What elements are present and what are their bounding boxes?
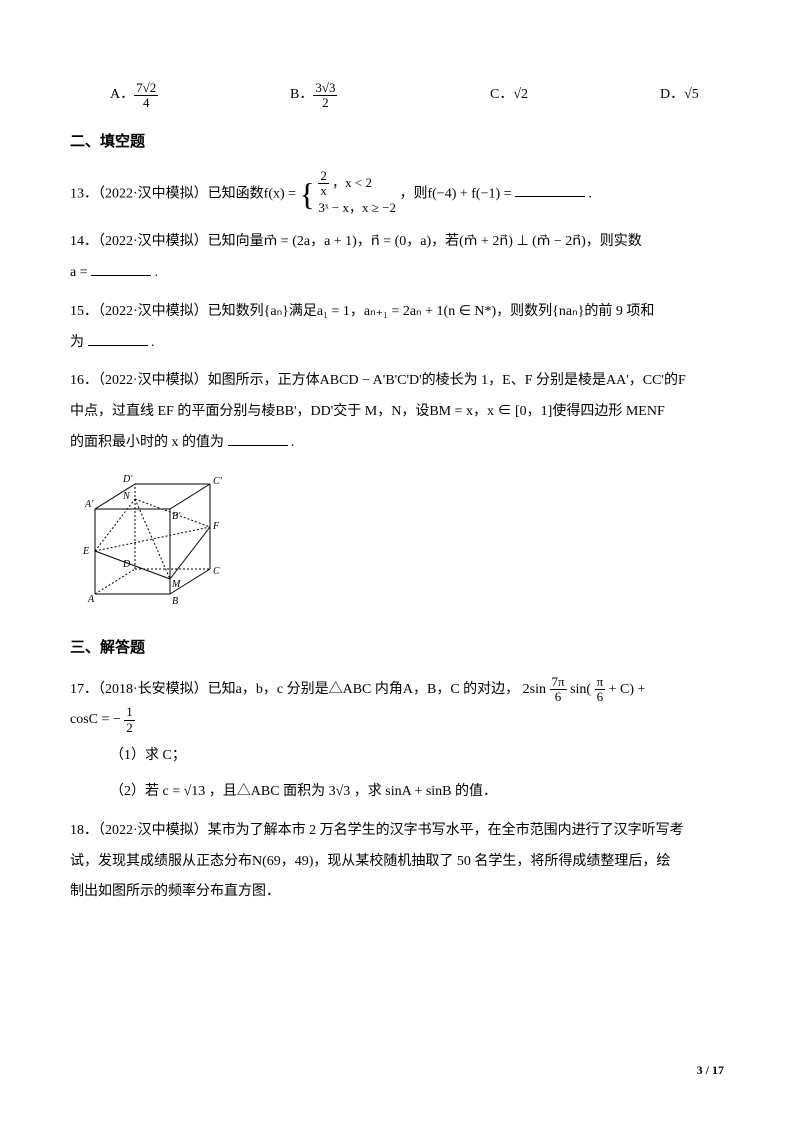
option-c-val: √2 [513,80,528,111]
svg-text:E: E [82,546,89,557]
svg-text:C': C' [213,476,223,487]
section-2-header: 二、填空题 [70,126,724,159]
svg-text:C: C [213,566,220,577]
q13-piecewise: 2 x ，x < 2 3ˣ − x，x ≥ −2 [318,169,396,219]
question-18: 18．（2022·汉中模拟）某市为了解本市 2 万名学生的汉字书写水平，在全市范… [70,816,724,908]
q16-line2: 中点，过直线 EF 的平面分别与棱BB'，DD'交于 M，N，设BM = x，x… [70,397,724,428]
option-a: A． 7√2 4 [110,80,290,111]
option-b-frac: 3√3 2 [313,81,337,111]
answer-options: A． 7√2 4 B． 3√3 2 C． √2 D． √5 [70,80,724,111]
q15-line1: 15．（2022·汉中模拟）已知数列{aₙ}满足a₁ = 1，aₙ₊₁ = 2a… [70,297,724,328]
q18-line3: 制出如图所示的频率分布直方图． [70,877,724,908]
question-13: 13．（2022·汉中模拟）已知函数f(x) = { 2 x ，x < 2 3ˣ… [70,169,724,219]
question-17: 17．（2018·长安模拟）已知a，b，c 分别是△ABC 内角A，B，C 的对… [70,675,724,808]
svg-text:B: B [172,596,178,607]
q13-blank [515,179,585,197]
q17-line1: 17．（2018·长安模拟）已知a，b，c 分别是△ABC 内角A，B，C 的对… [70,675,724,706]
q13-prefix: 13．（2022·汉中模拟）已知函数f(x) = [70,186,300,201]
brace-icon: { [300,176,315,212]
option-c-label: C． [490,80,513,111]
q15-blank [88,328,148,346]
question-14: 14．（2022·汉中模拟）已知向量m⃗ = (2a，a + 1)，n⃗ = (… [70,227,724,289]
svg-text:D: D [122,559,131,570]
q15-line2: 为 . [70,328,724,359]
q17-line2: cosC = − 1 2 [70,705,724,736]
q13-suffix: ，则f(−4) + f(−1) = [399,186,511,201]
option-d-label: D． [660,80,684,111]
q17-sub1: （1）求 C； [70,741,724,772]
q17-sub2: （2）若 c = √13 ，且△ABC 面积为 3√3 ，求 sinA + si… [70,777,724,808]
cube-figure: A B C D A' B' C' D' E F M N [80,469,724,622]
option-a-frac: 7√2 4 [134,81,158,111]
q18-line2: 试，发现其成绩服从正态分布N(69，49)，现从某校随机抽取了 50 名学生，将… [70,847,724,878]
q16-line3: 的面积最小时的 x 的值为 . [70,428,724,459]
page-footer: 3 / 17 [697,1057,724,1083]
option-d: D． √5 [660,80,699,111]
option-b-label: B． [290,80,313,111]
svg-text:A': A' [84,499,94,510]
svg-text:M: M [171,579,181,590]
question-16: 16．（2022·汉中模拟）如图所示，正方体ABCD − A'B'C'D'的棱长… [70,366,724,458]
cube-svg: A B C D A' B' C' D' E F M N [80,469,230,609]
svg-text:D': D' [122,474,133,485]
svg-text:A: A [87,594,95,605]
q14-line2: a = . [70,258,724,289]
q16-line1: 16．（2022·汉中模拟）如图所示，正方体ABCD − A'B'C'D'的棱长… [70,366,724,397]
q18-line1: 18．（2022·汉中模拟）某市为了解本市 2 万名学生的汉字书写水平，在全市范… [70,816,724,847]
svg-text:F: F [212,521,220,532]
q14-line1: 14．（2022·汉中模拟）已知向量m⃗ = (2a，a + 1)，n⃗ = (… [70,227,724,258]
section-3-header: 三、解答题 [70,632,724,665]
q16-blank [228,428,288,446]
option-d-val: √5 [684,80,699,111]
question-15: 15．（2022·汉中模拟）已知数列{aₙ}满足a₁ = 1，aₙ₊₁ = 2a… [70,297,724,359]
q14-blank [91,258,151,276]
page-total: 17 [712,1063,724,1077]
svg-text:B': B' [172,511,181,522]
option-b: B． 3√3 2 [290,80,490,111]
option-a-label: A． [110,80,134,111]
option-c: C． √2 [490,80,660,111]
svg-text:N: N [122,491,131,502]
